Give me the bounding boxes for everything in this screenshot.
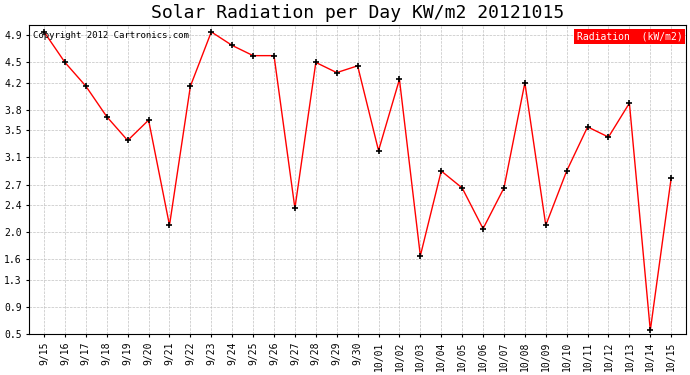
- Text: Radiation  (kW/m2): Radiation (kW/m2): [577, 31, 682, 41]
- Title: Solar Radiation per Day KW/m2 20121015: Solar Radiation per Day KW/m2 20121015: [151, 4, 564, 22]
- Text: Copyright 2012 Cartronics.com: Copyright 2012 Cartronics.com: [32, 31, 188, 40]
